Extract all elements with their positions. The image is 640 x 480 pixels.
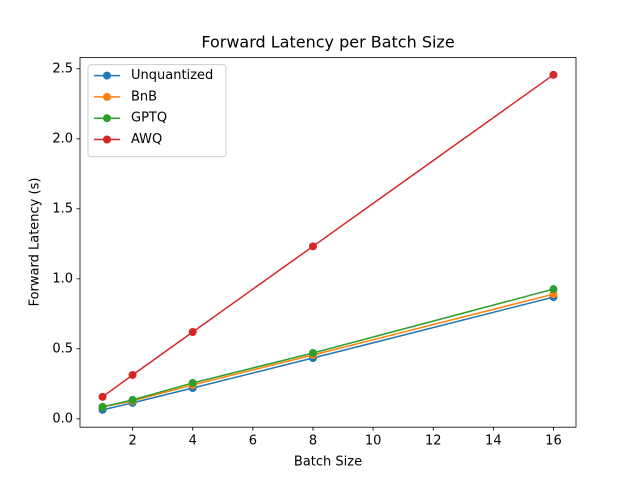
data-point [128, 395, 137, 404]
axes-frame [79, 57, 577, 428]
legend-label: BnB [131, 89, 157, 104]
x-tick-label: 16 [545, 434, 562, 449]
legend-label: AWQ [131, 132, 162, 147]
data-point [308, 242, 317, 251]
legend-box [87, 64, 227, 158]
legend-marker [103, 114, 111, 123]
data-point [308, 349, 317, 357]
x-axis-label: Batch Size [294, 455, 362, 470]
data-point [98, 392, 107, 401]
legend-marker [103, 135, 111, 144]
x-tick-label: 14 [485, 434, 502, 449]
legend-marker [103, 92, 111, 101]
data-point [188, 328, 197, 336]
data-point [98, 402, 107, 411]
x-tick-label: 4 [189, 434, 197, 449]
chart-title: Forward Latency per Batch Size [201, 33, 454, 52]
data-point [188, 378, 197, 387]
x-tick-label: 12 [425, 434, 442, 449]
x-tick-label: 2 [128, 434, 136, 449]
y-axis-label: Forward Latency (s) [28, 178, 43, 307]
legend-marker [103, 71, 111, 80]
x-tick-label: 10 [365, 434, 382, 449]
x-tick-label: 6 [249, 434, 257, 449]
y-tick-label: 0.5 [52, 341, 73, 356]
data-point [128, 370, 137, 379]
y-tick-label: 1.0 [52, 271, 73, 286]
legend-label: GPTQ [131, 111, 167, 126]
data-point [549, 285, 558, 294]
y-tick-label: 1.5 [52, 201, 73, 216]
x-tick-label: 8 [309, 434, 317, 449]
y-tick-label: 2.5 [52, 61, 73, 76]
y-tick-label: 0.0 [52, 411, 73, 426]
data-point [549, 70, 558, 79]
legend-label: Unquantized [131, 68, 213, 83]
y-tick-label: 2.0 [52, 131, 73, 146]
